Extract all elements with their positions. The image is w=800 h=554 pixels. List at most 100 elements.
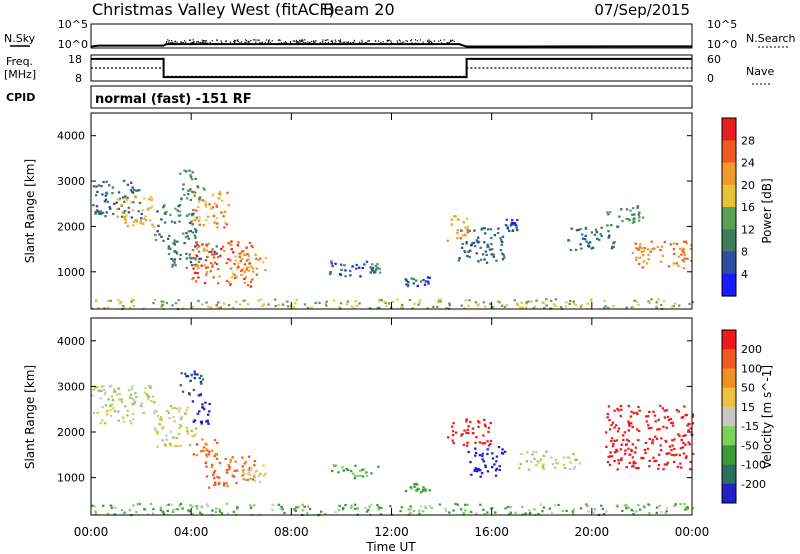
range-cell — [419, 505, 423, 508]
range-cell — [515, 224, 518, 227]
range-cell — [616, 430, 620, 433]
range-cell — [225, 482, 228, 485]
range-cell — [105, 180, 108, 183]
range-cell — [206, 266, 209, 269]
range-cell — [483, 442, 486, 445]
range-cell — [658, 504, 661, 507]
range-cell — [469, 244, 473, 247]
range-cell — [673, 504, 676, 507]
range-cell — [670, 453, 673, 456]
nsky-point — [313, 42, 315, 44]
range-cell — [408, 512, 411, 515]
range-cell — [208, 203, 211, 206]
range-cell — [225, 471, 229, 474]
range-cell — [519, 306, 522, 309]
range-cell — [524, 306, 528, 309]
colorbar-swatch — [722, 349, 736, 369]
nsky-point — [414, 42, 416, 44]
range-cell — [243, 462, 246, 465]
range-cell — [541, 465, 544, 468]
range-cell — [661, 254, 664, 257]
range-cell — [201, 449, 204, 452]
nsky-point — [261, 42, 263, 44]
range-cell — [183, 193, 186, 196]
range-cell — [111, 399, 115, 402]
range-cell — [554, 458, 557, 462]
nsky-point — [410, 40, 412, 42]
range-cell — [516, 218, 519, 222]
range-cell — [191, 231, 194, 234]
range-cell — [199, 257, 203, 260]
range-cell — [209, 207, 213, 210]
range-cell — [163, 212, 167, 215]
range-cell — [215, 204, 218, 207]
range-cell — [138, 201, 142, 204]
range-cell — [355, 304, 359, 307]
range-cell — [205, 244, 209, 247]
range-cell — [198, 223, 201, 226]
range-cell — [133, 399, 136, 402]
range-cell — [445, 307, 448, 310]
range-cell — [132, 418, 135, 421]
range-cell — [253, 504, 256, 507]
y-tick-label: 1000 — [57, 266, 85, 279]
range-cell — [541, 301, 544, 304]
range-cell — [189, 261, 193, 264]
range-cell — [637, 429, 641, 433]
range-cell — [142, 222, 145, 225]
range-cell — [377, 267, 380, 270]
range-cell — [130, 298, 134, 301]
nsky-point — [387, 40, 390, 42]
range-cell — [615, 424, 618, 427]
range-cell — [130, 388, 133, 391]
range-cell — [491, 248, 494, 251]
nsky-point — [392, 42, 394, 44]
range-cell — [148, 198, 151, 201]
power-panel-frame — [90, 112, 693, 310]
nsky-point — [293, 40, 296, 42]
range-cell — [255, 257, 258, 260]
range-cell — [193, 373, 197, 376]
range-cell — [612, 442, 615, 445]
range-cell — [671, 424, 675, 427]
range-cell — [101, 193, 104, 196]
range-cell — [645, 262, 649, 265]
range-cell — [214, 261, 217, 264]
range-cell — [217, 192, 221, 195]
range-cell — [236, 244, 240, 247]
nsky-point — [417, 43, 419, 45]
range-cell — [325, 300, 328, 303]
range-cell — [682, 251, 685, 254]
range-cell — [513, 223, 516, 226]
range-cell — [247, 258, 250, 261]
range-cell — [620, 443, 623, 446]
range-cell — [475, 239, 479, 242]
range-cell — [338, 306, 341, 309]
nsky-point — [406, 40, 408, 42]
range-cell — [188, 213, 191, 216]
nsky-point — [350, 42, 352, 44]
range-cell — [168, 416, 171, 420]
range-cell — [174, 445, 177, 448]
range-cell — [193, 377, 196, 380]
range-cell — [378, 271, 382, 274]
nsky-point — [399, 42, 401, 44]
range-cell — [184, 372, 187, 375]
range-cell — [193, 219, 196, 222]
range-cell — [99, 422, 102, 425]
range-cell — [515, 226, 518, 229]
range-cell — [627, 404, 630, 408]
nsky-point — [197, 41, 199, 43]
range-cell — [512, 222, 516, 225]
range-cell — [329, 271, 332, 274]
range-cell — [178, 504, 182, 507]
range-cell — [345, 468, 348, 471]
range-cell — [193, 419, 196, 422]
range-cell — [249, 504, 252, 507]
nsearch-label: N.Search — [746, 32, 796, 45]
range-cell — [691, 301, 694, 304]
range-cell — [196, 412, 200, 415]
range-cell — [630, 422, 633, 425]
range-cell — [236, 507, 239, 510]
